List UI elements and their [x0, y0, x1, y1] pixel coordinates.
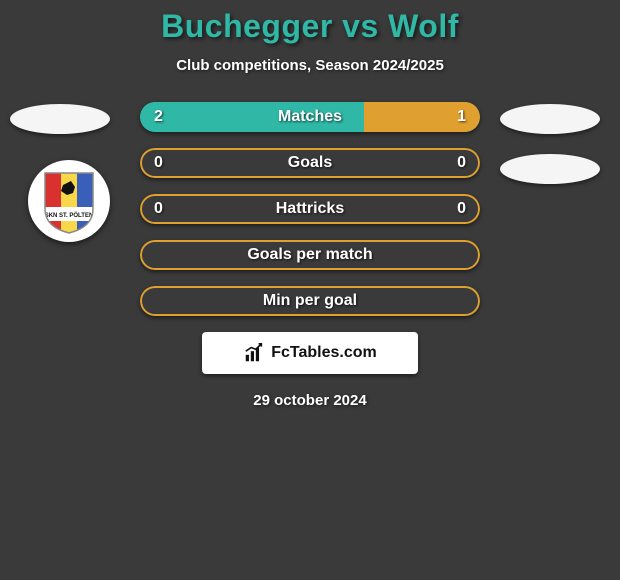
- stat-bar-label: Goals per match: [140, 240, 480, 270]
- stat-bar-row: Hattricks0 0: [140, 194, 480, 224]
- stat-bar-row: Min per goal: [140, 286, 480, 316]
- stat-bar-row: Goals per match: [140, 240, 480, 270]
- page-subtitle: Club competitions, Season 2024/2025: [0, 57, 620, 74]
- svg-text:SKN ST. PÖLTEN: SKN ST. PÖLTEN: [45, 212, 94, 219]
- comparison-card: Buchegger vs Wolf Club competitions, Sea…: [0, 0, 620, 409]
- stat-bar-row: Goals0 0: [140, 148, 480, 178]
- stat-bar-value-left: 0: [154, 148, 163, 178]
- stat-bar-row: Matches2 1: [140, 102, 480, 132]
- stat-bar-value-right: 1: [457, 102, 466, 132]
- date-label: 29 october 2024: [0, 392, 620, 409]
- fctables-badge[interactable]: FcTables.com: [202, 332, 418, 374]
- stat-bars: Matches21Goals00Hattricks00Goals per mat…: [140, 102, 480, 316]
- club-logo: SKN ST. PÖLTEN: [28, 160, 110, 242]
- club-logo-svg: SKN ST. PÖLTEN: [35, 167, 103, 235]
- stat-bar-label: Matches: [140, 102, 480, 132]
- chart-icon: [243, 342, 265, 364]
- stat-bar-label: Min per goal: [140, 286, 480, 316]
- player-badge-left: [10, 104, 110, 134]
- stat-bar-value-right: 0: [457, 194, 466, 224]
- stat-bar-label: Goals: [140, 148, 480, 178]
- stat-bar-value-left: 2: [154, 102, 163, 132]
- chart-area: SKN ST. PÖLTEN Matches21Goals00Hattricks…: [0, 102, 620, 316]
- player-badge-right-top: [500, 104, 600, 134]
- stat-bar-label: Hattricks: [140, 194, 480, 224]
- fctables-label: FcTables.com: [271, 344, 377, 362]
- player-badge-right-mid: [500, 154, 600, 184]
- stat-bar-value-left: 0: [154, 194, 163, 224]
- stat-bar-value-right: 0: [457, 148, 466, 178]
- page-title: Buchegger vs Wolf: [0, 8, 620, 45]
